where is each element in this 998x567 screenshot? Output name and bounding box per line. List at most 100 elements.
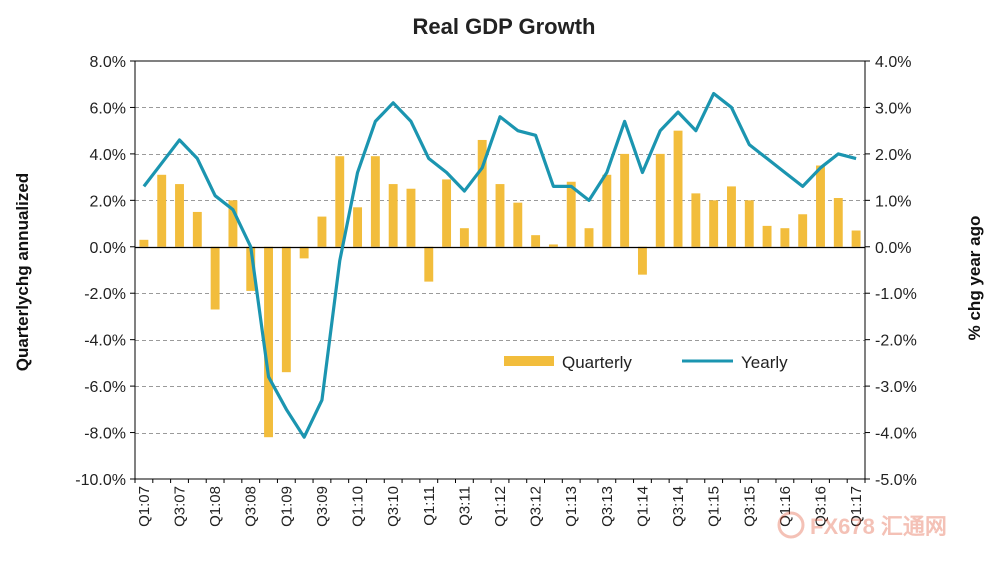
bar-quarterly	[388, 184, 398, 247]
bar-quarterly	[851, 230, 861, 247]
bar-quarterly	[833, 198, 843, 247]
x-tick-label: Q1:11	[421, 486, 438, 526]
x-tick-label: Q3:11	[456, 486, 473, 526]
right-axis-ticks: 4.0% 3.0% 2.0% 1.0% 0.0% -1.0% -2.0% -3.0% -4.0%…	[865, 54, 917, 489]
bar-quarterly	[424, 246, 434, 282]
right-tick-label: 2.0%	[875, 147, 911, 164]
bar-quarterly	[139, 239, 149, 247]
bar-quarterly	[673, 130, 683, 247]
bar-quarterly	[602, 174, 612, 247]
bar-quarterly	[210, 246, 220, 310]
left-tick-label: -10.0%	[75, 472, 126, 489]
bar-quarterly	[157, 174, 167, 247]
left-tick-label: 6.0%	[90, 100, 126, 117]
bar-quarterly	[459, 228, 469, 247]
bar-quarterly	[531, 235, 541, 247]
bar-quarterly	[709, 200, 719, 247]
bar-quarterly	[370, 156, 380, 247]
bar-quarterly	[744, 200, 754, 247]
bar-quarterly	[442, 179, 452, 247]
x-tick-label: Q1:10	[350, 486, 367, 527]
bar-quarterly	[353, 207, 363, 247]
bar-quarterly	[513, 202, 523, 247]
x-tick-label: Q3:16	[812, 486, 829, 527]
x-tick-label: Q1:16	[777, 486, 794, 527]
left-tick-label: -6.0%	[84, 379, 126, 396]
right-tick-label: -4.0%	[875, 426, 917, 443]
x-tick-label: Q3:14	[670, 486, 687, 527]
x-tick-label: Q1:14	[634, 486, 651, 527]
bar-quarterly	[175, 184, 184, 247]
bar-quarterly	[798, 214, 808, 247]
right-tick-label: -2.0%	[875, 333, 917, 350]
x-tick-label: Q1:17	[848, 486, 865, 527]
bar-quarterly	[192, 211, 202, 247]
bar-quarterly	[246, 246, 256, 291]
bar-quarterly	[335, 156, 345, 247]
bar-quarterly	[816, 165, 825, 247]
x-tick-label: Q1:12	[492, 486, 509, 527]
right-tick-label: -1.0%	[875, 286, 917, 303]
x-tick-label: Q3:07	[172, 486, 189, 527]
left-tick-label: 0.0%	[90, 240, 126, 257]
left-tick-label: -2.0%	[84, 286, 126, 303]
bar-quarterly	[584, 228, 594, 247]
left-tick-label: 8.0%	[90, 54, 126, 71]
gridlines	[135, 107, 865, 434]
left-tick-label: 2.0%	[90, 193, 126, 210]
x-tick-label: Q3:09	[314, 486, 331, 527]
bar-quarterly	[566, 181, 576, 247]
watermark-icon	[777, 511, 805, 539]
x-axis-ticks: Q1:07 Q3:07 Q1:08 Q3:08 Q1:09 Q3:09 Q1:10 Q3:10…	[134, 479, 866, 527]
right-tick-label: 4.0%	[875, 54, 911, 71]
plot-frame	[134, 60, 866, 480]
bar-quarterly	[780, 228, 790, 247]
bar-quarterly	[299, 246, 309, 259]
bar-quarterly	[620, 153, 630, 247]
left-tick-label: 4.0%	[90, 147, 126, 164]
legend: Quarterly Yearly	[504, 353, 788, 372]
bar-quarterly	[727, 186, 736, 247]
legend-label-yearly: Yearly	[741, 353, 788, 372]
x-tick-label: Q1:13	[563, 486, 580, 527]
bar-quarterly	[762, 225, 772, 247]
bar-quarterly	[637, 246, 647, 275]
line-yearly	[142, 91, 857, 439]
bar-quarterly	[317, 216, 327, 247]
left-tick-label: -4.0%	[84, 333, 126, 350]
right-axis-label: % chg year ago	[965, 216, 984, 341]
left-tick-label: -8.0%	[84, 426, 126, 443]
bar-quarterly	[495, 184, 505, 247]
x-tick-label: Q3:08	[243, 486, 260, 527]
left-axis-ticks: 8.0% 6.0% 4.0% 2.0% 0.0% -2.0% -4.0% -6.0% -8.0%…	[75, 54, 135, 489]
right-tick-label: 1.0%	[875, 193, 911, 210]
x-tick-label: Q3:12	[528, 486, 545, 527]
x-tick-label: Q3:13	[599, 486, 616, 527]
bar-quarterly	[228, 200, 238, 247]
x-tick-label: Q3:10	[385, 486, 402, 527]
bar-quarterly	[281, 246, 291, 373]
watermark-logo: FX678 汇通网	[777, 511, 947, 539]
x-tick-label: Q1:09	[278, 486, 295, 527]
bar-quarterly	[655, 153, 665, 247]
watermark-text: FX678 汇通网	[810, 514, 947, 539]
x-tick-label: Q1:07	[136, 486, 153, 527]
yearly-line-series	[142, 91, 857, 439]
bar-quarterly	[264, 246, 273, 438]
x-tick-label: Q1:08	[207, 486, 224, 527]
bar-quarterly	[477, 139, 487, 247]
x-tick-label: Q1:15	[706, 486, 723, 527]
left-axis-label: Quarterlychg annualized	[13, 173, 32, 371]
quarterly-bars	[139, 130, 861, 438]
bar-quarterly	[548, 244, 558, 247]
right-tick-label: -5.0%	[875, 472, 917, 489]
right-tick-label: 0.0%	[875, 240, 911, 257]
x-tick-label: Q3:15	[741, 486, 758, 527]
legend-swatch-quarterly	[504, 356, 554, 366]
right-tick-label: -3.0%	[875, 379, 917, 396]
bar-quarterly	[406, 188, 416, 247]
legend-label-quarterly: Quarterly	[562, 353, 632, 372]
right-tick-label: 3.0%	[875, 100, 911, 117]
